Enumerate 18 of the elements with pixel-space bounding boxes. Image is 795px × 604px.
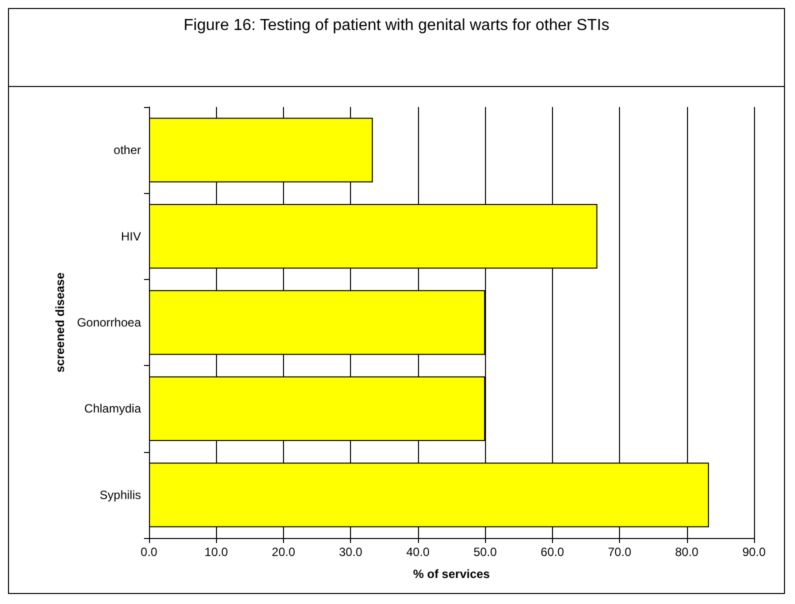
y-axis-title: screened disease: [53, 272, 68, 373]
y-tick-label: Syphilis: [100, 488, 141, 502]
y-tick-label: Chlamydia: [84, 402, 142, 416]
x-tick-label: 0.0: [140, 545, 158, 559]
y-tick-label: other: [114, 143, 141, 158]
x-tick-label: 20.0: [272, 545, 296, 559]
y-tick-label: Gonorrhoea: [76, 316, 142, 330]
x-axis-title: % of services: [413, 567, 490, 581]
x-tick-label: 60.0: [540, 545, 564, 559]
x-tick-label: 40.0: [406, 545, 430, 559]
x-tick-label: 90.0: [742, 545, 766, 559]
chart-title: Figure 16: Testing of patient with genital warts for other STIs: [9, 9, 784, 87]
x-tick-label: 80.0: [675, 545, 699, 559]
x-tick-label: 70.0: [608, 545, 632, 559]
x-tick-label: 30.0: [338, 545, 363, 559]
x-tick-label: 50.0: [473, 545, 498, 559]
y-tick-label: HIV: [120, 229, 141, 244]
x-tick-label: 10.0: [204, 545, 228, 559]
